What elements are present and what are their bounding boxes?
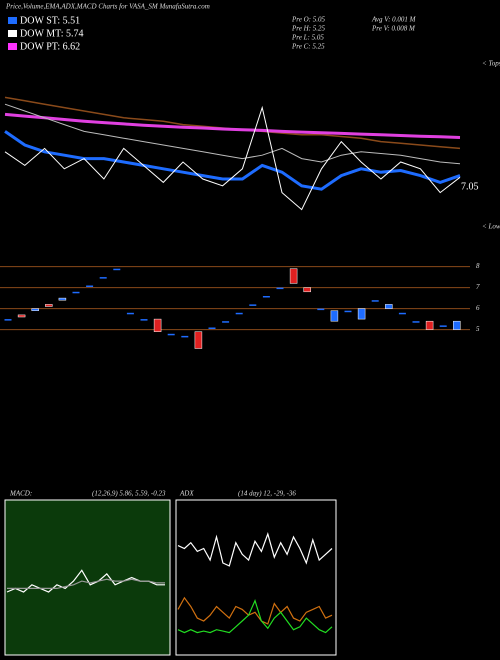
legend-swatch bbox=[8, 30, 17, 37]
series-line bbox=[7, 578, 165, 589]
series-line bbox=[4, 130, 461, 191]
legend-swatch bbox=[8, 17, 17, 24]
candle bbox=[425, 320, 434, 330]
info-text: Avg V: 0.001 M bbox=[371, 16, 417, 24]
y-tick-label: 6 bbox=[476, 304, 480, 312]
candle bbox=[140, 319, 148, 321]
candle bbox=[31, 308, 39, 311]
candle bbox=[344, 310, 352, 313]
candle bbox=[412, 321, 420, 323]
candle bbox=[45, 304, 53, 307]
candle bbox=[4, 319, 12, 321]
legend-label: DOW MT: 5.74 bbox=[20, 28, 83, 39]
candle bbox=[167, 333, 175, 336]
macd-params: (12,26,9) 5.86, 5.59, -0.23 bbox=[92, 490, 166, 498]
info-text: Pre C: 5.25 bbox=[291, 43, 325, 51]
y-tick-label: 5 bbox=[476, 325, 480, 333]
lows-label: < Lows bbox=[482, 223, 500, 231]
info-text: Pre L: 5.05 bbox=[291, 34, 324, 42]
legend-label: DOW PT: 6.62 bbox=[20, 41, 80, 52]
info-text: Pre O: 5.05 bbox=[291, 16, 325, 24]
candle bbox=[72, 291, 80, 294]
series-line bbox=[177, 532, 333, 567]
candle bbox=[289, 268, 298, 284]
macd-label: MACD: bbox=[9, 490, 32, 498]
candle bbox=[303, 287, 311, 293]
candle bbox=[181, 335, 189, 338]
adx-params: (14 day) 12, -29, -36 bbox=[238, 490, 296, 498]
series-line bbox=[4, 112, 461, 139]
adx-label: ADX bbox=[179, 490, 194, 498]
macd-panel bbox=[4, 499, 171, 656]
candle bbox=[453, 320, 461, 330]
candle bbox=[99, 277, 107, 279]
candle bbox=[276, 287, 284, 290]
candle bbox=[385, 304, 393, 309]
candle bbox=[194, 331, 203, 349]
adx-panel bbox=[175, 499, 337, 656]
candle bbox=[126, 312, 134, 315]
tops-label: < Tops bbox=[482, 60, 500, 68]
candle bbox=[398, 312, 406, 315]
legend-label: DOW ST: 5.51 bbox=[20, 15, 80, 26]
candle bbox=[86, 285, 94, 287]
series-line bbox=[177, 599, 333, 634]
candle bbox=[17, 314, 26, 318]
candle bbox=[317, 308, 325, 311]
candle bbox=[371, 300, 379, 302]
candle bbox=[262, 296, 270, 298]
series-line bbox=[4, 103, 461, 165]
candle bbox=[357, 308, 366, 320]
candle bbox=[208, 327, 216, 329]
candle bbox=[235, 312, 243, 315]
last-price: 7.05 bbox=[461, 182, 479, 193]
y-tick-label: 8 bbox=[476, 262, 480, 270]
candle bbox=[249, 304, 257, 306]
legend-swatch bbox=[8, 43, 17, 50]
title: Price,Volume,EMA,ADX,MACD Charts for VAS… bbox=[5, 3, 210, 11]
series-line bbox=[4, 96, 461, 150]
y-tick-label: 7 bbox=[476, 283, 480, 291]
series-line bbox=[177, 596, 333, 625]
candle bbox=[58, 297, 67, 301]
candle bbox=[113, 268, 121, 271]
info-text: Pre H: 5.25 bbox=[291, 25, 325, 33]
series-line bbox=[4, 105, 461, 211]
candle bbox=[153, 318, 162, 332]
info-text: Pre V: 0.008 M bbox=[371, 25, 416, 33]
candle bbox=[222, 321, 230, 323]
candle bbox=[439, 325, 447, 327]
candle bbox=[330, 310, 339, 322]
